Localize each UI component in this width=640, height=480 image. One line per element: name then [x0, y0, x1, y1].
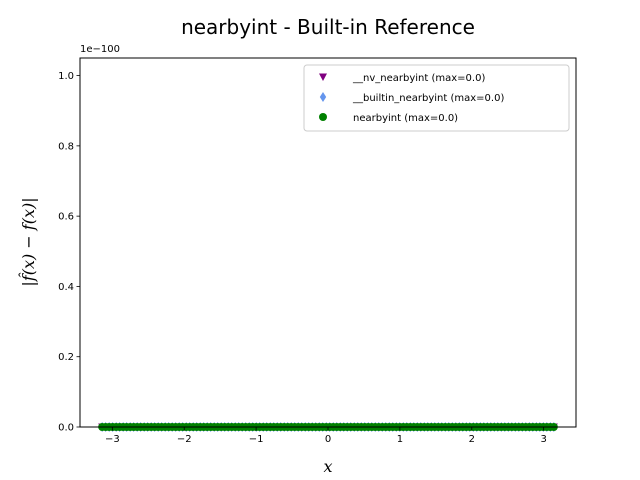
- x-tick-label: −2: [177, 434, 192, 445]
- x-tick-label: −3: [105, 434, 120, 445]
- plot-area: −3 −2 −1 0 1 2 3 0.0 0.2 0.4 0.6 0.8 1.0: [58, 57, 577, 445]
- legend-items: __nv_nearbyint (max=0.0) __builtin_nearby…: [319, 73, 504, 124]
- legend: __nv_nearbyint (max=0.0) __builtin_nearby…: [303, 64, 570, 132]
- y-axis-ticks: 0.0 0.2 0.4 0.6 0.8 1.0: [58, 71, 80, 434]
- x-axis-label: x: [323, 457, 332, 476]
- y-tick-label: 0.6: [58, 212, 74, 223]
- x-tick-label: 2: [469, 434, 475, 445]
- y-tick-label: 1.0: [58, 71, 74, 82]
- x-tick-label: 0: [325, 434, 331, 445]
- y-offset-label: 1e−100: [80, 44, 120, 55]
- legend-box: [303, 64, 570, 132]
- x-tick-label: −1: [249, 434, 264, 445]
- legend-marker-triangle-down: [319, 73, 327, 81]
- legend-label: __nv_nearbyint (max=0.0): [352, 73, 485, 84]
- x-tick-label: 1: [397, 434, 403, 445]
- y-tick-label: 0.2: [58, 352, 74, 363]
- legend-label: nearbyint (max=0.0): [353, 113, 458, 124]
- x-tick-label: 3: [540, 434, 546, 445]
- y-tick-label: 0.0: [58, 423, 74, 434]
- y-tick-label: 0.4: [58, 282, 74, 293]
- y-axis-label: |f̂(x) − f(x)|: [19, 197, 38, 286]
- chart-title: nearbyint - Built-in Reference: [181, 15, 475, 39]
- y-tick-label: 0.8: [58, 141, 74, 152]
- x-axis-ticks: −3 −2 −1 0 1 2 3: [105, 427, 547, 445]
- legend-label: __builtin_nearbyint (max=0.0): [352, 93, 504, 104]
- legend-marker-diamond: [319, 92, 327, 102]
- legend-marker-circle: [319, 113, 327, 121]
